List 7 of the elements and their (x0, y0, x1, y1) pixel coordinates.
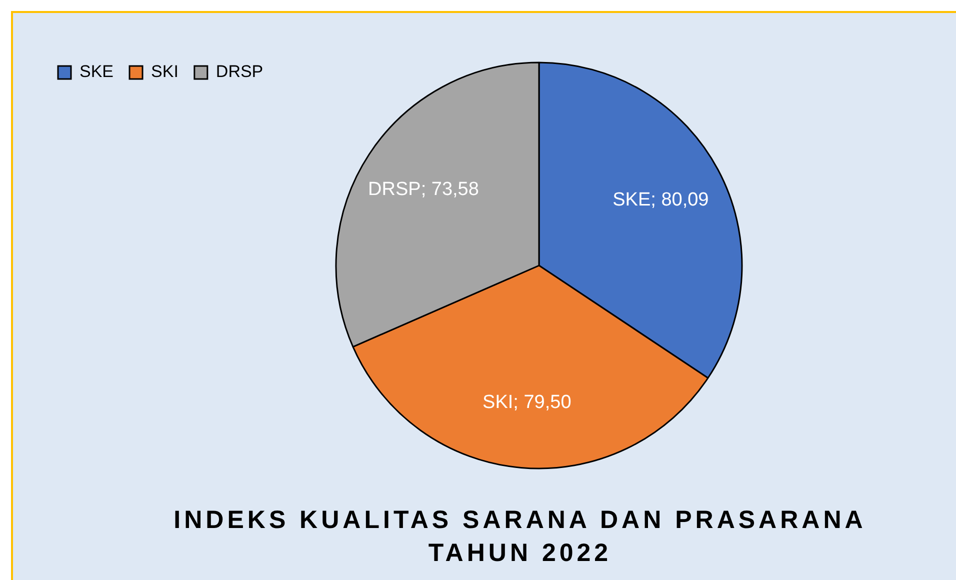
legend-label: SKE (80, 62, 114, 82)
legend-label: SKI (151, 62, 178, 82)
data-label: SKE; 80,09 (612, 190, 709, 211)
legend-label: DRSP (216, 62, 264, 82)
text: INDEKS KUALITAS SARANA DAN PRASARANA TAHUN 2022 (172, 505, 868, 569)
data-label: SKI; 79,50 (482, 392, 572, 414)
data-label: DRSP; 73,58 (368, 179, 479, 200)
